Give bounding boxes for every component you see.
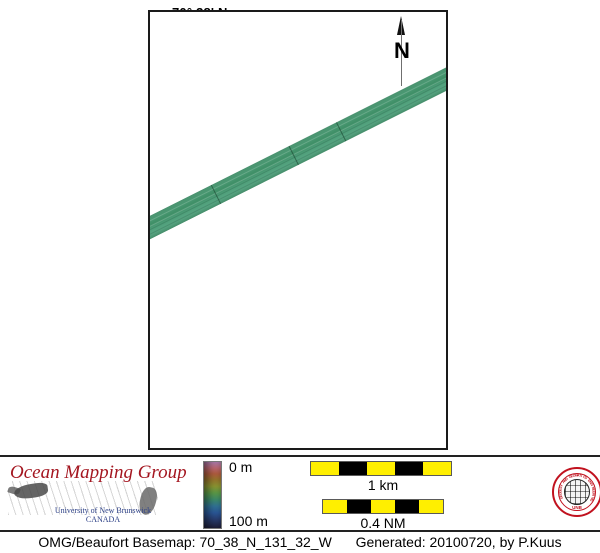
scale-bar-nm-segment-4 xyxy=(419,500,443,513)
logo-subtitle-line1: University of New Brunswick xyxy=(54,506,152,515)
scale-bars: 1 km 0.4 NM xyxy=(310,461,470,531)
longitude-label-left: 131° 32' W xyxy=(131,0,146,26)
seal-unb-label: UNB xyxy=(572,505,582,510)
scale-bar-nm-segment-2 xyxy=(371,500,395,513)
scale-bar-nm-caption: 0.4 NM xyxy=(360,515,406,531)
logo-subtitle-line2: CANADA xyxy=(85,515,121,524)
seal-globe-icon xyxy=(564,479,590,505)
scale-bar-km-segment-1 xyxy=(339,462,367,475)
scale-bar-km-segment-3 xyxy=(395,462,423,475)
caption-generated: Generated: 20100720, by P.Kuus xyxy=(355,534,562,550)
scale-bar-nm-segment-1 xyxy=(347,500,371,513)
scale-bar-km xyxy=(310,461,452,476)
caption-basemap: OMG/Beaufort Basemap: 70_38_N_131_32_W xyxy=(38,534,332,550)
map-frame[interactable] xyxy=(148,10,448,450)
scale-bar-nm-segment-3 xyxy=(395,500,419,513)
scale-bar-km-segment-4 xyxy=(423,462,451,475)
north-arrow-icon: N xyxy=(388,16,416,92)
scale-bar-nm-segment-0 xyxy=(323,500,347,513)
north-arrow-shaft-icon xyxy=(401,20,402,86)
north-arrow-label: N xyxy=(394,38,410,63)
colorbar-max-label: 100 m xyxy=(229,513,268,529)
logo-subtitle: University of New Brunswick CANADA xyxy=(38,506,168,524)
map-area: 70° 38' N 70° 35' N 131° 32' W 131° 27' … xyxy=(131,0,448,450)
depth-colorbar-group: 0 m 100 m xyxy=(203,459,303,531)
legend-panel: Ocean Mapping Group University of New Br… xyxy=(0,455,600,531)
caption-bar: OMG/Beaufort Basemap: 70_38_N_131_32_W G… xyxy=(0,531,600,553)
scale-bar-nm xyxy=(322,499,444,514)
depth-colorbar xyxy=(203,461,222,529)
seal-inner-ring xyxy=(558,473,596,511)
colorbar-min-label: 0 m xyxy=(229,459,253,475)
logo-title: Ocean Mapping Group xyxy=(10,462,187,483)
scale-bar-km-segment-0 xyxy=(311,462,339,475)
scale-bar-km-segment-2 xyxy=(367,462,395,475)
caption-text: OMG/Beaufort Basemap: 70_38_N_131_32_W G… xyxy=(0,534,600,550)
ocean-mapping-group-logo: Ocean Mapping Group University of New Br… xyxy=(4,459,194,531)
scale-bar-km-caption: 1 km xyxy=(367,477,399,493)
